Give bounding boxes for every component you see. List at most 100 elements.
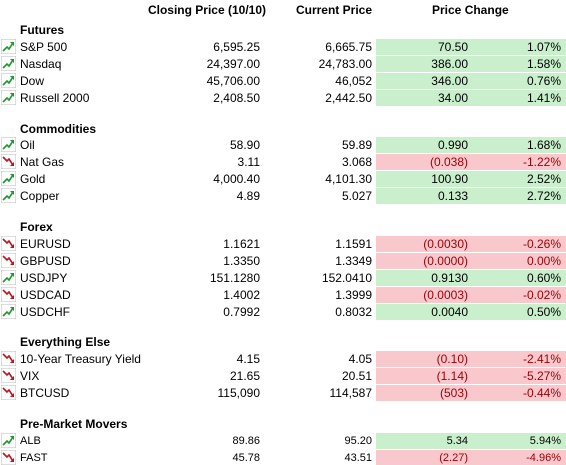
trend-icon	[0, 55, 17, 72]
closing-price: 24,397.00	[206, 57, 260, 71]
change-bg	[376, 450, 566, 465]
trend-icon	[0, 384, 17, 401]
trend-icon-svg	[0, 55, 17, 72]
trend-icon	[0, 89, 17, 106]
price-change: (503)	[439, 386, 468, 400]
current-price: 43.51	[344, 452, 372, 464]
trend-icon-svg	[0, 38, 17, 55]
section-title: Futures	[20, 23, 65, 37]
current-price: 59.89	[341, 138, 372, 152]
asset-name: Oil	[20, 138, 35, 152]
change-bg	[376, 270, 566, 286]
change-bg	[376, 368, 566, 384]
trend-icon-svg	[0, 384, 17, 401]
percent-change: -2.41%	[522, 352, 561, 366]
asset-name: USDCHF	[20, 305, 70, 319]
change-bg	[376, 433, 566, 449]
price-change: 70.50	[437, 40, 468, 54]
trend-icon-svg	[0, 367, 17, 384]
change-bg	[376, 253, 566, 269]
asset-name: Gold	[20, 172, 46, 186]
trend-icon-svg	[0, 170, 17, 187]
trend-icon	[0, 252, 17, 269]
price-change: 100.90	[431, 172, 468, 186]
asset-name: GBPUSD	[20, 254, 71, 268]
price-change: (2.27)	[439, 452, 468, 464]
header-closing: Closing Price (10/10)	[147, 3, 266, 17]
asset-name: FAST	[20, 452, 48, 464]
closing-price: 45.78	[232, 452, 260, 464]
asset-name: Russell 2000	[20, 91, 90, 105]
change-bg	[376, 385, 566, 401]
price-change: 386.00	[431, 57, 468, 71]
asset-name: VIX	[20, 369, 40, 383]
asset-name: 10-Year Treasury Yield	[20, 352, 141, 366]
percent-change: 0.50%	[526, 305, 561, 319]
change-bg	[376, 351, 566, 367]
current-price: 95.20	[344, 435, 372, 447]
closing-price: 1.4002	[223, 288, 260, 302]
percent-change: 1.41%	[526, 91, 561, 105]
closing-price: 89.86	[232, 435, 260, 447]
asset-name: S&P 500	[20, 40, 68, 54]
change-bg	[376, 154, 566, 170]
trend-icon	[0, 449, 17, 465]
closing-price: 0.7992	[223, 305, 260, 319]
percent-change: -5.27%	[522, 369, 561, 383]
trend-icon	[0, 303, 17, 320]
current-price: 4,101.30	[325, 172, 372, 186]
current-price: 1.3349	[335, 254, 372, 268]
price-change: (0.0000)	[423, 254, 468, 268]
section-title: Pre-Market Movers	[20, 417, 128, 431]
change-bg	[376, 137, 566, 153]
asset-name: Nasdaq	[20, 57, 62, 71]
percent-change: 2.52%	[526, 172, 561, 186]
price-change: (0.0030)	[423, 237, 468, 251]
trend-icon-svg	[0, 136, 17, 153]
closing-price: 2,408.50	[213, 91, 260, 105]
trend-icon	[0, 38, 17, 55]
trend-icon-svg	[0, 449, 17, 465]
current-price: 2,442.50	[325, 91, 372, 105]
closing-price: 3.11	[237, 155, 260, 169]
trend-icon	[0, 286, 17, 303]
change-bg	[376, 188, 566, 204]
change-bg	[376, 90, 566, 106]
trend-icon	[0, 72, 17, 89]
price-change: 0.0040	[431, 305, 468, 319]
percent-change: -1.22%	[522, 155, 561, 169]
section-title: Everything Else	[20, 335, 111, 350]
trend-icon-svg	[0, 303, 17, 320]
change-bg	[376, 171, 566, 187]
price-change: (0.038)	[429, 155, 468, 169]
change-bg	[376, 236, 566, 252]
asset-name: ALB	[20, 435, 41, 447]
percent-change: 0.76%	[526, 74, 561, 88]
current-price: 0.8032	[335, 305, 372, 319]
current-price: 152.0410	[321, 271, 372, 285]
change-bg	[376, 287, 566, 303]
trend-icon	[0, 153, 17, 170]
asset-name: USDCAD	[20, 288, 71, 302]
price-change: 34.00	[437, 91, 468, 105]
current-price: 5.027	[341, 189, 372, 203]
percent-change: 2.72%	[526, 189, 561, 203]
percent-change: -0.26%	[522, 237, 561, 251]
trend-icon	[0, 136, 17, 153]
change-bg	[376, 304, 566, 320]
section-title: Forex	[20, 220, 53, 234]
closing-price: 115,090	[217, 386, 261, 400]
trend-icon-svg	[0, 286, 17, 303]
closing-price: 21.65	[229, 369, 260, 383]
closing-price: 1.1621	[223, 237, 260, 251]
closing-price: 151.1280	[209, 271, 260, 285]
current-price: 1.3999	[335, 288, 372, 302]
percent-change: 1.58%	[526, 57, 561, 71]
price-change: 0.9130	[431, 271, 468, 285]
trend-icon	[0, 235, 17, 252]
trend-icon-svg	[0, 89, 17, 106]
percent-change: -4.96%	[526, 452, 561, 464]
closing-price: 45,706.00	[206, 74, 260, 88]
price-change: 346.00	[431, 74, 468, 88]
trend-icon-svg	[0, 350, 17, 367]
